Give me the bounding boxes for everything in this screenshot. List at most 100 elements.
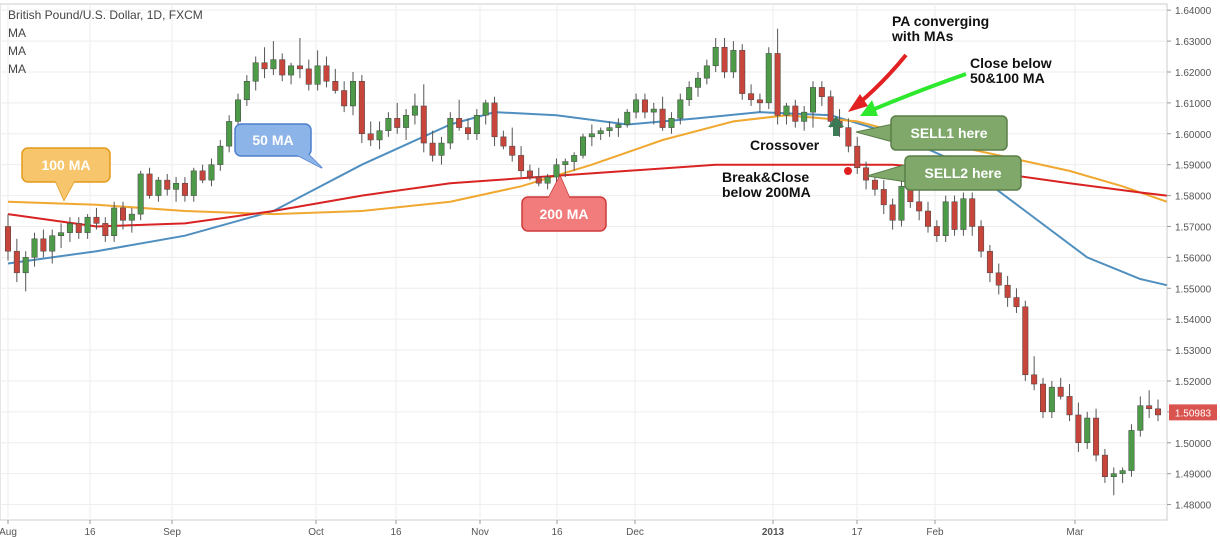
bullish-candle — [447, 118, 454, 144]
bearish-candle — [279, 59, 286, 76]
bearish-candle — [1057, 386, 1064, 397]
bearish-candle — [199, 170, 206, 181]
y-tick-label: 1.63000 — [1175, 37, 1212, 48]
bearish-candle — [367, 133, 374, 141]
bearish-candle — [1004, 284, 1011, 298]
y-tick-label: 1.59000 — [1175, 161, 1212, 172]
bullish-candle — [22, 257, 29, 274]
indicator-label: MA — [8, 26, 26, 40]
ma100-line — [7, 114, 1168, 216]
bearish-candle — [854, 145, 861, 169]
bullish-candle — [712, 47, 719, 67]
bearish-candle — [40, 238, 47, 252]
ma50-callout-box — [234, 123, 312, 157]
sell2-callout-box — [904, 155, 1022, 191]
green-arrow-head — [860, 100, 878, 116]
bearish-candle — [1031, 374, 1038, 385]
bullish-candle — [597, 130, 604, 135]
x-tick-label: Sep — [163, 527, 181, 537]
bearish-candle — [871, 179, 878, 190]
plot-area — [0, 3, 1168, 521]
bearish-candle — [748, 93, 755, 101]
bullish-candle — [217, 145, 224, 165]
x-tick-label: Mar — [1066, 527, 1084, 537]
bullish-candle — [66, 223, 73, 233]
sell1-callout-box — [890, 115, 1008, 151]
sell1-callout-label: SELL1 here — [910, 125, 987, 141]
bearish-candle — [1155, 408, 1161, 416]
bullish-candle — [288, 65, 295, 76]
break-point-dot — [844, 167, 852, 175]
bearish-candle — [845, 127, 852, 147]
bullish-candle — [624, 111, 631, 125]
current-price-label: 1.50983 — [1175, 408, 1212, 419]
bearish-candle — [332, 80, 339, 91]
bullish-candle — [482, 102, 489, 116]
bearish-candle — [1022, 306, 1029, 376]
current-price-tag — [1169, 404, 1217, 421]
bearish-candle — [1146, 405, 1153, 410]
x-tick-label: Dec — [626, 527, 644, 537]
bullish-candle — [553, 164, 560, 178]
bearish-candle — [863, 167, 870, 181]
ma100-callout-tail-cover — [55, 180, 75, 200]
bullish-candle — [473, 114, 480, 135]
bullish-candle — [615, 124, 622, 128]
chart-legend: British Pound/U.S. Dollar, 1D, FXCM MA M… — [8, 6, 203, 78]
bearish-candle — [721, 47, 728, 73]
annotation-pa-converging: PA converging with MAs — [891, 13, 989, 44]
y-tick-label: 1.60000 — [1175, 130, 1212, 141]
bearish-candle — [296, 65, 303, 70]
bearish-candle — [889, 204, 896, 221]
bullish-candle — [695, 77, 701, 88]
bearish-candle — [323, 65, 330, 82]
x-tick-label: Oct — [308, 527, 324, 537]
bearish-candle — [827, 96, 834, 122]
bullish-candle — [562, 161, 569, 165]
ma200-callout-label: 200 MA — [539, 206, 588, 222]
bullish-candle — [783, 105, 790, 116]
y-tick-label: 1.62000 — [1175, 68, 1212, 79]
bullish-candle — [1128, 430, 1135, 471]
bearish-candle — [5, 226, 11, 252]
bullish-candle — [31, 238, 38, 258]
bullish-candle — [438, 142, 445, 156]
bearish-candle — [756, 99, 763, 104]
bearish-candle — [500, 136, 507, 147]
bullish-candle — [411, 105, 418, 116]
sell2-callout: SELL2 here — [866, 155, 1022, 191]
bullish-candle — [111, 207, 118, 236]
bearish-candle — [429, 142, 436, 156]
x-tick-label: 16 — [551, 527, 563, 537]
bearish-candle — [305, 68, 312, 85]
crossover-arrow — [828, 116, 844, 136]
ma50-callout: 50 MA — [234, 123, 323, 169]
ma100-callout: 100 MA — [21, 147, 111, 202]
bullish-candle — [155, 179, 162, 196]
bearish-candle — [1101, 454, 1108, 477]
bearish-candle — [1013, 297, 1020, 308]
bearish-candle — [146, 173, 153, 196]
red-arrow-head — [848, 94, 868, 112]
bullish-candle — [703, 65, 710, 79]
bearish-candle — [1075, 414, 1082, 444]
bullish-candle — [173, 182, 180, 190]
y-tick-label: 1.55000 — [1175, 284, 1212, 295]
bearish-candle — [420, 105, 427, 144]
annotation-break-close: Break&Close below 200MA — [722, 169, 811, 200]
bullish-candle — [1119, 470, 1126, 474]
bearish-candle — [818, 87, 825, 97]
y-tick-label: 1.61000 — [1175, 99, 1212, 110]
bullish-candle — [942, 201, 949, 236]
bullish-candle — [1110, 473, 1117, 477]
bullish-candle — [190, 170, 197, 196]
bearish-candle — [995, 272, 1002, 286]
bullish-candle — [385, 118, 392, 131]
bullish-candle — [544, 176, 551, 184]
x-tick-label: Nov — [471, 527, 489, 537]
bullish-candle — [588, 133, 595, 138]
bearish-candle — [951, 201, 958, 230]
bullish-candle — [84, 216, 91, 233]
annotation-close-below: Close below 50&100 MA — [970, 55, 1052, 86]
